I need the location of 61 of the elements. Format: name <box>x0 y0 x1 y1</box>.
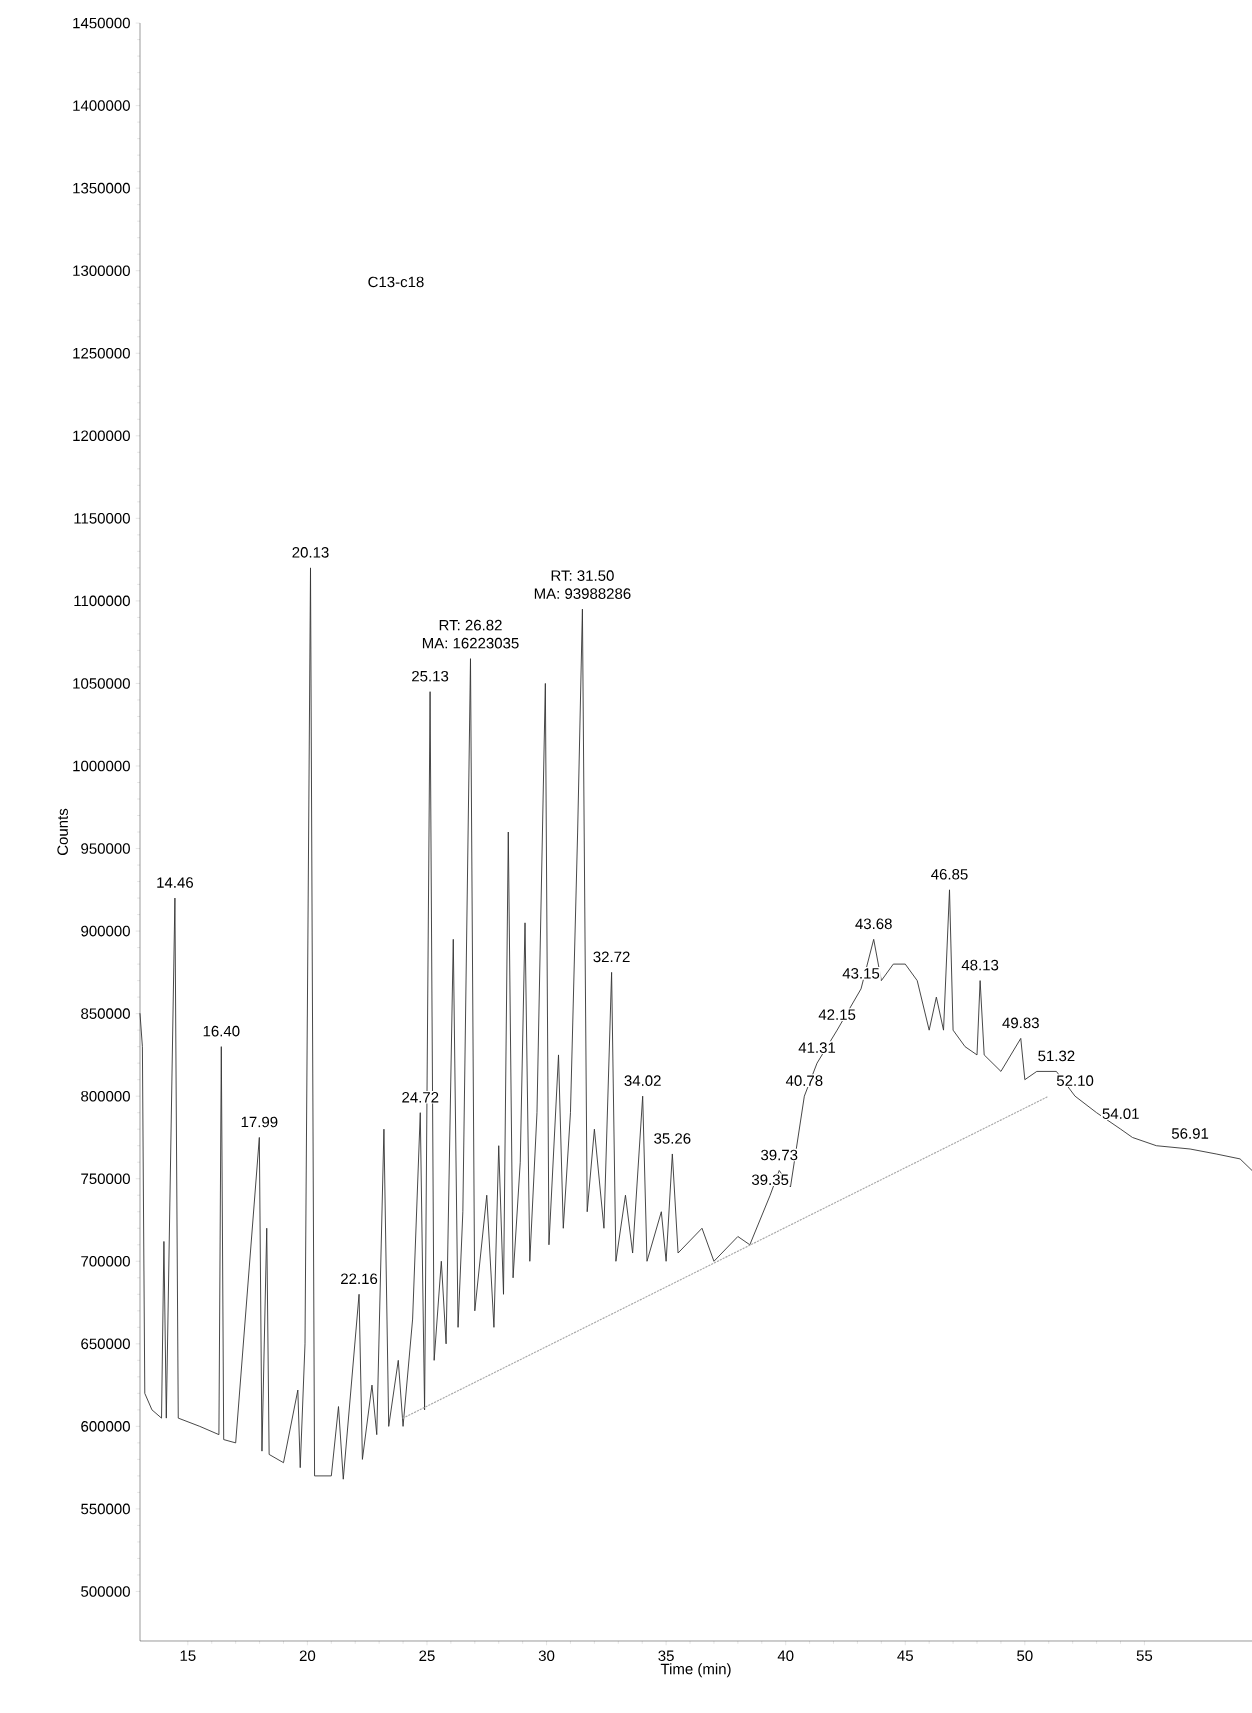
x-tick-label: 35 <box>658 1650 674 1662</box>
annotation: 43.15 <box>842 968 880 979</box>
x-tick-label: 20 <box>299 1650 316 1662</box>
annotation: 35.26 <box>654 1133 691 1144</box>
y-tick-label: 850000 <box>81 1008 130 1019</box>
annotation: 39.35 <box>751 1174 789 1186</box>
y-tick-label: 1450000 <box>73 17 130 29</box>
annotation: RT: 31.50 <box>551 570 614 581</box>
annotation: MA: 93988286 <box>534 588 631 599</box>
annotation: 39.73 <box>761 1149 798 1161</box>
annotation: 42.15 <box>818 1009 856 1020</box>
y-tick-label: 1200000 <box>73 430 130 442</box>
annotation: 49.83 <box>1002 1017 1039 1029</box>
annotation: 52.10 <box>1056 1075 1094 1086</box>
annotation: C13-c18 <box>368 276 424 288</box>
annotation: 40.78 <box>785 1075 823 1086</box>
x-tick-label: 50 <box>1017 1650 1033 1662</box>
y-tick-label: 900000 <box>81 925 130 937</box>
y-tick-label: 700000 <box>81 1255 130 1267</box>
annotation: 54.01 <box>1102 1108 1139 1119</box>
annotation: 56.91 <box>1171 1128 1209 1139</box>
y-tick-label: 750000 <box>81 1173 130 1185</box>
y-tick-label: 1100000 <box>74 595 130 607</box>
y-tick-label: 550000 <box>81 1503 130 1515</box>
y-tick-label: 1050000 <box>73 678 130 689</box>
annotation: 48.13 <box>961 959 999 971</box>
annotation: MA: 16223035 <box>422 637 519 649</box>
x-tick-label: 45 <box>897 1650 913 1661</box>
y-tick-label: 1250000 <box>73 347 130 359</box>
annotation: 17.99 <box>241 1116 278 1128</box>
y-tick-label: 1300000 <box>73 265 130 277</box>
y-tick-label: 1000000 <box>73 760 130 772</box>
y-tick-label: 500000 <box>81 1586 130 1597</box>
y-axis-title: Counts <box>57 808 68 856</box>
x-tick-label: 40 <box>777 1650 794 1662</box>
annotation: 14.46 <box>157 877 194 888</box>
annotation: 46.85 <box>931 869 968 880</box>
x-tick-label: 30 <box>538 1650 555 1662</box>
annotation: 25.13 <box>412 670 449 682</box>
annotation: 22.16 <box>341 1273 378 1285</box>
y-tick-label: 1150000 <box>74 513 130 524</box>
annotation: RT: 26.82 <box>439 619 502 631</box>
x-tick-label: 55 <box>1136 1650 1153 1661</box>
annotation: 24.72 <box>402 1092 439 1103</box>
annotation: 20.13 <box>292 547 329 558</box>
y-tick-label: 600000 <box>81 1421 130 1432</box>
y-tick-label: 650000 <box>81 1338 130 1350</box>
line-series <box>139 567 1252 1480</box>
annotation: 43.68 <box>855 918 892 930</box>
x-axis-title: Time (min) <box>660 1663 731 1678</box>
annotation: 41.31 <box>798 1042 836 1053</box>
y-tick-label: 950000 <box>81 843 130 854</box>
x-tick-label: 15 <box>180 1650 196 1661</box>
annotation: 16.40 <box>203 1025 240 1037</box>
x-tick-label: 25 <box>419 1650 435 1662</box>
y-tick-label: 800000 <box>81 1090 130 1102</box>
annotation: 51.32 <box>1038 1050 1075 1062</box>
y-tick-label: 1350000 <box>73 182 130 194</box>
y-tick-label: 1400000 <box>73 100 130 111</box>
annotation: 32.72 <box>593 951 630 963</box>
annotation: 34.02 <box>624 1075 661 1086</box>
